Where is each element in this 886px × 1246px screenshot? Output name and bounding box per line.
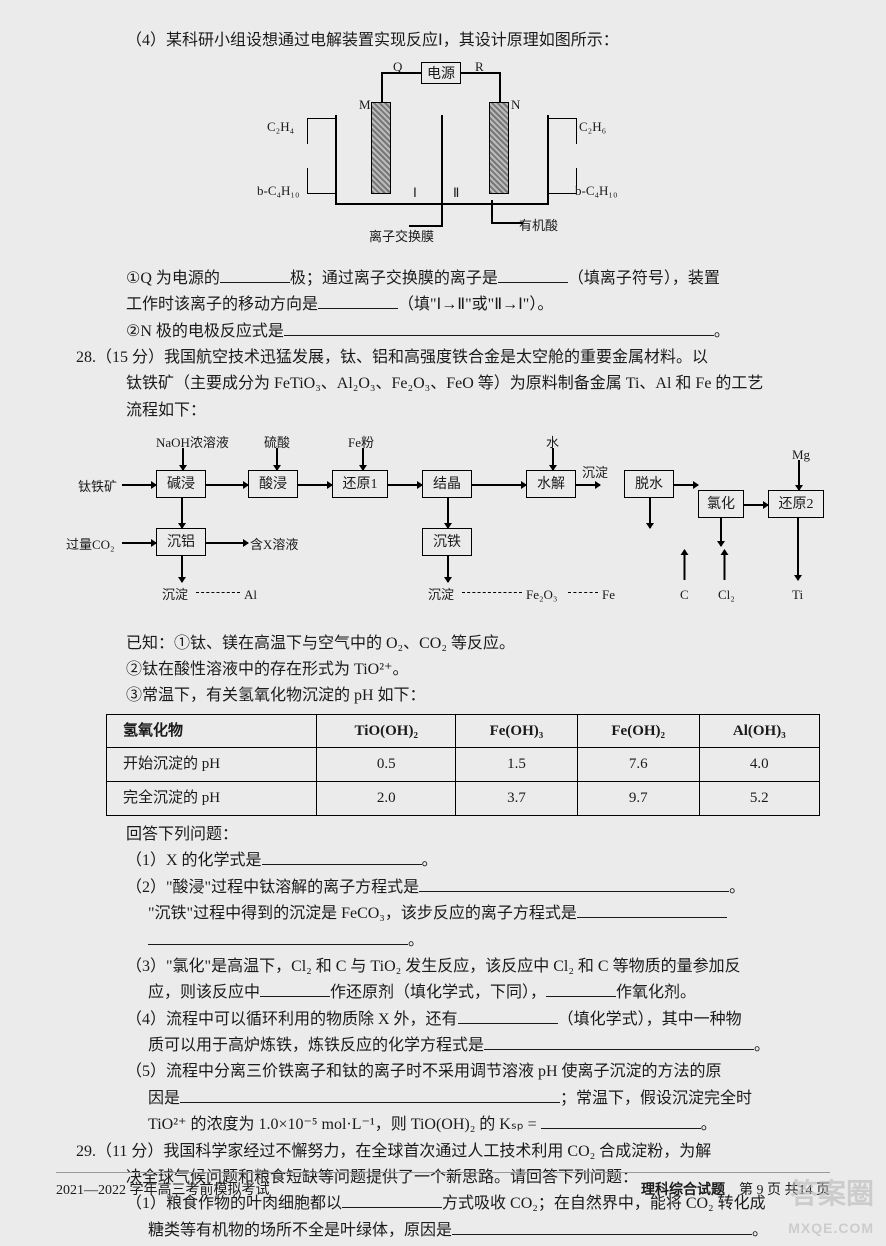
q28-4a: （4）流程中可以循环利用的物质除 X 外，还有（填化学式），其中一种物 bbox=[56, 1007, 830, 1033]
r1c1: 0.5 bbox=[317, 748, 456, 782]
r1c3: 7.6 bbox=[577, 748, 699, 782]
known3: ③常温下，有关氢氧化物沉淀的 pH 如下： bbox=[56, 683, 830, 709]
q28-3a: （3）"氯化"是高温下，Cl₂ 和 C 与 TiO₂ 发生反应，该反应中 Cl₂… bbox=[56, 954, 830, 980]
q27-line2: 工作时该离子的移动方向是（填"Ⅰ→Ⅱ"或"Ⅱ→Ⅰ"）。 bbox=[56, 292, 830, 318]
r2c3: 9.7 bbox=[577, 782, 699, 816]
psu-box: 电源 bbox=[421, 62, 461, 84]
lbl-c2h6: C₂H₆ bbox=[579, 116, 606, 137]
lbl-bc4l: b-C₄H₁₀ bbox=[257, 180, 300, 201]
psu-Q: Q bbox=[393, 56, 402, 77]
q28-4b: 质可以用于高炉炼铁，炼铁反应的化学方程式是。 bbox=[56, 1033, 830, 1059]
r2c1: 2.0 bbox=[317, 782, 456, 816]
lbl-bc4r: b-C₄H₁₀ bbox=[575, 180, 618, 201]
q28-intro1: 28.（15 分）我国航空技术迅猛发展，钛、铝和高强度铁合金是太空舱的重要金属材… bbox=[56, 345, 830, 371]
answer-label: 回答下列问题： bbox=[56, 822, 830, 848]
footer-left: 2021—2022 学年高三考前模拟考试 bbox=[56, 1179, 270, 1202]
r1c4: 4.0 bbox=[699, 748, 819, 782]
q28-5a: （5）流程中分离三价铁离子和钛的离子时不采用调节溶液 pH 使离子沉淀的方法的原 bbox=[56, 1059, 830, 1085]
psu-R: R bbox=[475, 56, 484, 77]
lbl-N: N bbox=[511, 94, 520, 115]
q28-5b: 因是；常温下，假设沉淀完全时 bbox=[56, 1086, 830, 1112]
q28-2b: "沉铁"过程中得到的沉淀是 FeCO₃，该步反应的离子方程式是 bbox=[56, 901, 830, 927]
watermark: 答案圈 MXQE.COM bbox=[788, 1171, 874, 1240]
th-0: 氢氧化物 bbox=[107, 714, 317, 748]
ph-table: 氢氧化物 TiO(OH)₂ Fe(OH)₃ Fe(OH)₂ Al(OH)₃ 开始… bbox=[106, 714, 820, 816]
electrode-M bbox=[371, 102, 391, 194]
lbl-roman2: Ⅱ bbox=[453, 182, 459, 203]
r2c4: 5.2 bbox=[699, 782, 819, 816]
q28-2a: （2）"酸浸"过程中钛溶解的离子方程式是。 bbox=[56, 875, 830, 901]
q28-2c: 。 bbox=[56, 928, 830, 954]
q28-3b: 应，则该反应中作还原剂（填化学式，下同），作氧化剂。 bbox=[56, 980, 830, 1006]
q28-5c: TiO²⁺ 的浓度为 1.0×10⁻⁵ mol·L⁻¹，则 TiO(OH)₂ 的… bbox=[56, 1112, 830, 1138]
th-4: Al(OH)₃ bbox=[699, 714, 819, 748]
lbl-c2h4: C₂H₄ bbox=[267, 116, 294, 137]
q27-line3: ②N 极的电极反应式是。 bbox=[56, 319, 830, 345]
th-1: TiO(OH)₂ bbox=[317, 714, 456, 748]
electrolysis-diagram: 电源 Q R M N C₂H₄ C₂H₆ b-C₄H₁₀ b-C₄H₁₀ Ⅰ Ⅱ… bbox=[56, 60, 830, 259]
th-3: Fe(OH)₂ bbox=[577, 714, 699, 748]
q28-intro3: 流程如下： bbox=[56, 398, 830, 424]
flow-diagram: NaOH浓溶液 硫酸 Fe粉 水 Mg 钛铁矿 碱浸 酸浸 还原1 结晶 水解 … bbox=[66, 430, 830, 624]
acid-label: 有机酸 bbox=[519, 215, 558, 236]
electrode-N bbox=[489, 102, 509, 194]
known1: 已知：①钛、镁在高温下与空气中的 O₂、CO₂ 等反应。 bbox=[56, 631, 830, 657]
q29-intro1: 29.（11 分）我国科学家经过不懈努力，在全球首次通过人工技术利用 CO₂ 合… bbox=[56, 1139, 830, 1165]
r2-label: 完全沉淀的 pH bbox=[107, 782, 317, 816]
membrane-label: 离子交换膜 bbox=[369, 226, 434, 247]
r1-label: 开始沉淀的 pH bbox=[107, 748, 317, 782]
lbl-roman1: Ⅰ bbox=[413, 182, 417, 203]
q28-1: （1）X 的化学式是。 bbox=[56, 848, 830, 874]
th-2: Fe(OH)₃ bbox=[456, 714, 578, 748]
q27-line1: ①Q 为电源的极；通过离子交换膜的离子是（填离子符号），装置 bbox=[56, 266, 830, 292]
q29-1b: 糖类等有机物的场所不全是叶绿体，原因是。 bbox=[56, 1218, 830, 1244]
footer: 2021—2022 学年高三考前模拟考试 理科综合试题 第 9 页 共14 页 bbox=[56, 1172, 830, 1202]
r1c2: 1.5 bbox=[456, 748, 578, 782]
lbl-M: M bbox=[359, 94, 371, 115]
r2c2: 3.7 bbox=[456, 782, 578, 816]
q28-intro2: 钛铁矿（主要成分为 FeTiO₃、Al₂O₃、Fe₂O₃、FeO 等）为原料制备… bbox=[56, 371, 830, 397]
q27-4-intro: （4）某科研小组设想通过电解装置实现反应Ⅰ，其设计原理如图所示： bbox=[56, 28, 830, 54]
known2: ②钛在酸性溶液中的存在形式为 TiO²⁺。 bbox=[56, 657, 830, 683]
